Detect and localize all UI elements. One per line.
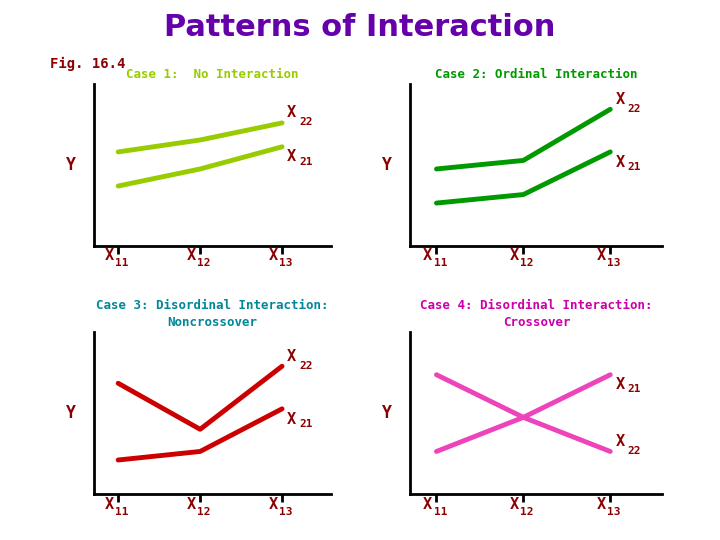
Text: Crossover: Crossover: [503, 316, 570, 329]
Text: X: X: [510, 497, 519, 512]
Text: 12: 12: [521, 258, 534, 268]
Text: 12: 12: [521, 507, 534, 517]
Text: Y: Y: [382, 156, 392, 174]
Text: X: X: [616, 92, 624, 106]
Text: X: X: [269, 497, 278, 512]
Text: X: X: [287, 411, 296, 427]
Text: 22: 22: [628, 104, 641, 113]
Text: 13: 13: [279, 507, 292, 517]
Text: 13: 13: [608, 507, 621, 517]
Text: 21: 21: [300, 418, 312, 429]
Text: X: X: [423, 248, 432, 264]
Text: Case 1:  No Interaction: Case 1: No Interaction: [126, 68, 299, 81]
Text: X: X: [597, 248, 606, 264]
Text: Y: Y: [382, 404, 392, 422]
Text: 11: 11: [115, 507, 129, 517]
Text: 21: 21: [628, 161, 641, 172]
Text: X: X: [597, 497, 606, 512]
Text: X: X: [616, 434, 624, 449]
Text: 13: 13: [279, 258, 292, 268]
Text: 13: 13: [608, 258, 621, 268]
Text: Noncrossover: Noncrossover: [168, 316, 258, 329]
Text: 22: 22: [628, 446, 641, 456]
Text: 22: 22: [300, 117, 312, 127]
Text: Patterns of Interaction: Patterns of Interaction: [164, 14, 556, 43]
Text: 22: 22: [300, 361, 312, 370]
Text: 11: 11: [433, 258, 447, 268]
Text: Fig. 16.4: Fig. 16.4: [50, 57, 126, 71]
Text: X: X: [287, 105, 296, 120]
Text: X: X: [510, 248, 519, 264]
Text: X: X: [104, 497, 114, 512]
Text: X: X: [287, 150, 296, 165]
Text: 11: 11: [433, 507, 447, 517]
Text: X: X: [269, 248, 278, 264]
Text: Y: Y: [66, 404, 76, 422]
Text: 12: 12: [197, 258, 211, 268]
Text: 21: 21: [300, 157, 312, 166]
Text: 12: 12: [197, 507, 211, 517]
Text: 21: 21: [628, 384, 641, 394]
Text: X: X: [616, 377, 624, 393]
Text: 11: 11: [115, 258, 129, 268]
Text: X: X: [186, 497, 196, 512]
Text: X: X: [287, 348, 296, 363]
Text: Case 2: Ordinal Interaction: Case 2: Ordinal Interaction: [435, 68, 638, 81]
Text: X: X: [104, 248, 114, 264]
Text: Y: Y: [66, 156, 76, 174]
Text: X: X: [186, 248, 196, 264]
Text: Case 3: Disordinal Interaction:: Case 3: Disordinal Interaction:: [96, 299, 328, 312]
Text: X: X: [423, 497, 432, 512]
Text: Case 4: Disordinal Interaction:: Case 4: Disordinal Interaction:: [420, 299, 652, 312]
Text: X: X: [616, 154, 624, 170]
